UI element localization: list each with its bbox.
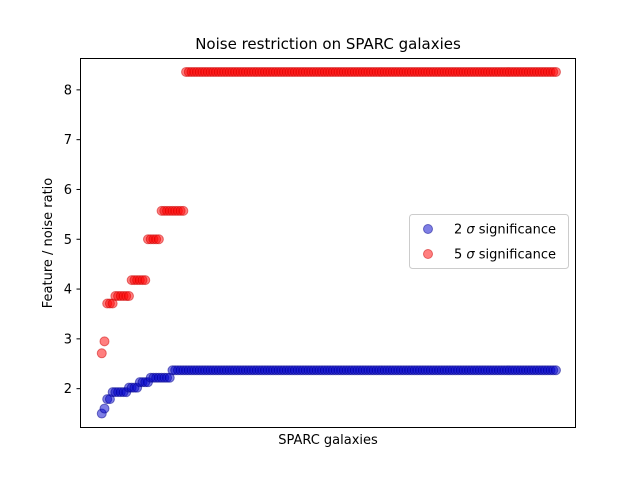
data-point-series-0-idx-2 bbox=[99, 403, 110, 414]
y-tick-label-4: 4 bbox=[64, 283, 72, 298]
y-tick-label-6: 6 bbox=[64, 183, 72, 198]
legend-label-series-1: 5 σ significance bbox=[454, 248, 556, 263]
data-point-series-1-idx-2 bbox=[99, 336, 110, 347]
y-tick-label-5: 5 bbox=[64, 233, 72, 248]
legend: 2 σ significance 5 σ significance bbox=[409, 214, 569, 269]
y-axis-label: Feature / noise ratio bbox=[41, 178, 56, 308]
data-point-series-1-idx-168 bbox=[550, 66, 561, 77]
chart-title: Noise restriction on SPARC galaxies bbox=[195, 35, 461, 53]
legend-label-series-0: 2 σ significance bbox=[454, 223, 556, 238]
data-point-series-1-idx-22 bbox=[153, 234, 164, 245]
legend-box bbox=[409, 214, 569, 269]
data-point-series-0-idx-168 bbox=[550, 365, 561, 376]
y-tick-label-7: 7 bbox=[64, 133, 72, 148]
data-point-series-1-idx-31 bbox=[178, 205, 189, 216]
data-point-series-1-idx-11 bbox=[123, 291, 134, 302]
y-axis-ticks: 2 3 4 5 6 7 8 bbox=[64, 83, 80, 397]
data-point-series-1-idx-17 bbox=[140, 275, 151, 286]
legend-marker-series-0 bbox=[423, 224, 433, 234]
plot-frame bbox=[80, 58, 576, 428]
y-tick-label-8: 8 bbox=[64, 83, 72, 98]
x-axis-label: SPARC galaxies bbox=[278, 433, 378, 448]
y-tick-label-2: 2 bbox=[64, 382, 72, 397]
data-point-series-1-idx-1 bbox=[96, 348, 107, 359]
legend-marker-series-1 bbox=[423, 249, 433, 259]
y-tick-label-3: 3 bbox=[64, 332, 72, 347]
data-points bbox=[96, 66, 561, 419]
